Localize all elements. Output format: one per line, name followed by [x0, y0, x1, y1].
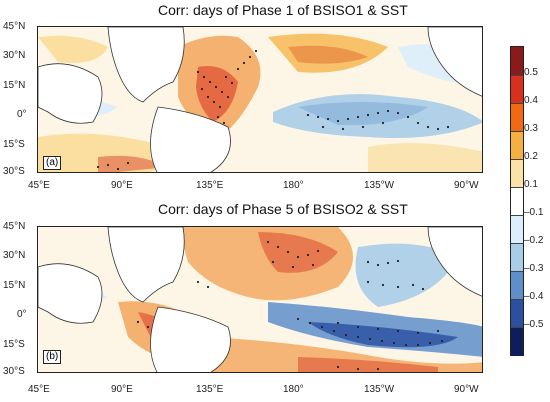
colorbar-scale	[510, 46, 524, 356]
colorbar-label: –0.4	[524, 291, 544, 302]
colorbar-label: –0.5	[524, 319, 544, 330]
lon-label: 90°W	[454, 384, 479, 395]
colorbar-swatch	[511, 131, 523, 160]
colorbar-swatch	[511, 47, 523, 75]
colorbar-swatch	[511, 187, 523, 216]
colorbar-swatch	[511, 271, 523, 300]
lat-label: 30°S	[3, 366, 25, 377]
lat-label: 15°S	[3, 139, 25, 150]
colorbar-label: 0.3	[524, 123, 538, 134]
colorbar-label: 0.5	[524, 67, 538, 78]
colorbar-swatch	[511, 75, 523, 104]
lon-label: 90°E	[111, 180, 133, 191]
colorbar-swatch	[511, 215, 523, 244]
lon-label: 45°E	[28, 180, 50, 191]
colorbar-swatch	[511, 299, 523, 328]
lat-label: 45°N	[3, 221, 26, 232]
lon-label: 135°W	[364, 180, 395, 191]
colorbar-swatch	[511, 103, 523, 132]
lat-label: 45°N	[3, 21, 26, 32]
colorbar-label: 0.2	[524, 151, 538, 162]
lon-label: 45°E	[28, 384, 50, 395]
lat-label: 0°	[17, 109, 27, 120]
map-b	[37, 226, 483, 373]
map-b-field	[38, 227, 482, 372]
colorbar-swatch	[511, 159, 523, 188]
lat-label: 30°N	[3, 250, 26, 261]
lon-label: 90°E	[111, 384, 133, 395]
lat-label: 15°S	[3, 339, 25, 350]
panel-b-title: Corr: days of Phase 5 of BSISO2 & SST	[158, 201, 408, 217]
colorbar-swatch	[511, 243, 523, 272]
lon-label: 180°	[283, 180, 304, 191]
colorbar-label: –0.3	[524, 263, 544, 274]
lat-label: 0°	[17, 309, 27, 320]
lon-label: 135°E	[196, 384, 224, 395]
colorbar-label: 0.4	[524, 95, 538, 106]
map-a-field	[38, 27, 482, 172]
colorbar-swatch	[511, 327, 523, 356]
map-a	[37, 26, 483, 173]
panel-a-title: Corr: days of Phase 1 of BSISO1 & SST	[158, 2, 408, 18]
lat-label: 30°N	[3, 50, 26, 61]
colorbar-label: –0.1	[524, 207, 544, 218]
lat-label: 15°N	[3, 80, 26, 91]
lon-label: 135°W	[364, 384, 395, 395]
colorbar-label: 0.1	[524, 179, 538, 190]
lon-label: 90°W	[454, 180, 479, 191]
panel-b-letter: (b)	[43, 350, 62, 364]
colorbar-label: –0.2	[524, 235, 544, 246]
lat-label: 15°N	[3, 280, 26, 291]
panel-a-letter: (a)	[43, 156, 62, 170]
lon-label: 135°E	[196, 180, 224, 191]
lat-label: 30°S	[3, 166, 25, 177]
lon-label: 180°	[283, 384, 304, 395]
